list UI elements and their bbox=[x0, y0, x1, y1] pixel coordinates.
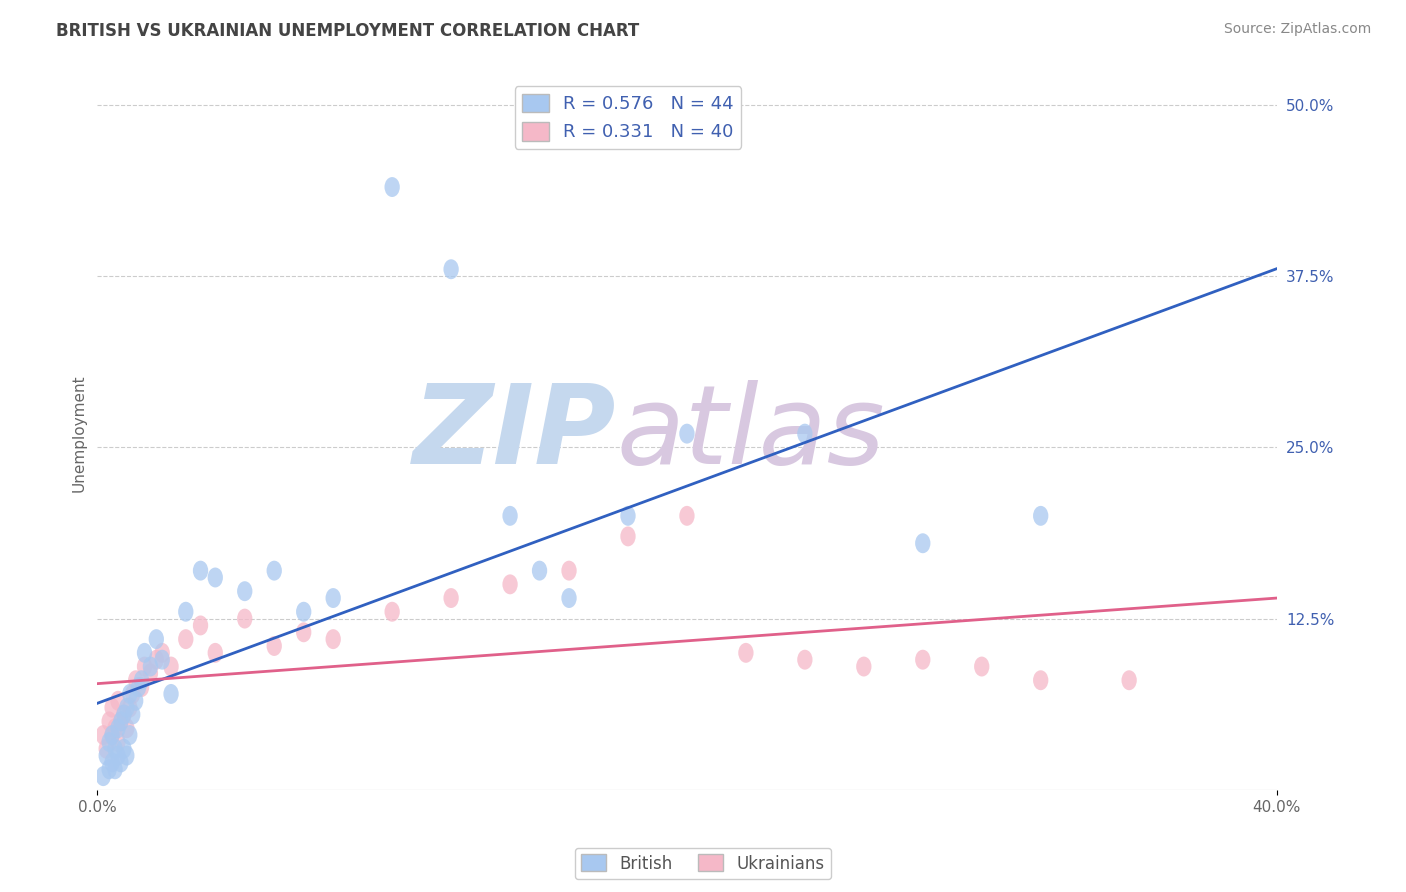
Ellipse shape bbox=[101, 759, 117, 780]
Ellipse shape bbox=[238, 582, 253, 601]
Ellipse shape bbox=[502, 574, 517, 594]
Text: BRITISH VS UKRAINIAN UNEMPLOYMENT CORRELATION CHART: BRITISH VS UKRAINIAN UNEMPLOYMENT CORREL… bbox=[56, 22, 640, 40]
Ellipse shape bbox=[117, 739, 132, 759]
Ellipse shape bbox=[443, 588, 458, 608]
Ellipse shape bbox=[98, 739, 114, 759]
Ellipse shape bbox=[620, 526, 636, 547]
Ellipse shape bbox=[117, 705, 132, 724]
Ellipse shape bbox=[104, 753, 120, 772]
Ellipse shape bbox=[104, 725, 120, 745]
Ellipse shape bbox=[915, 533, 931, 553]
Ellipse shape bbox=[974, 657, 990, 676]
Ellipse shape bbox=[738, 643, 754, 663]
Legend: British, Ukrainians: British, Ukrainians bbox=[575, 847, 831, 880]
Ellipse shape bbox=[110, 732, 125, 752]
Ellipse shape bbox=[561, 561, 576, 581]
Ellipse shape bbox=[143, 664, 157, 683]
Ellipse shape bbox=[384, 178, 399, 197]
Ellipse shape bbox=[125, 684, 141, 704]
Ellipse shape bbox=[149, 629, 165, 649]
Ellipse shape bbox=[797, 649, 813, 670]
Legend: R = 0.576   N = 44, R = 0.331   N = 40: R = 0.576 N = 44, R = 0.331 N = 40 bbox=[515, 87, 741, 149]
Ellipse shape bbox=[155, 643, 170, 663]
Ellipse shape bbox=[915, 649, 931, 670]
Ellipse shape bbox=[856, 657, 872, 676]
Ellipse shape bbox=[163, 657, 179, 676]
Ellipse shape bbox=[531, 561, 547, 581]
Ellipse shape bbox=[114, 753, 128, 772]
Ellipse shape bbox=[114, 711, 128, 731]
Ellipse shape bbox=[107, 759, 122, 780]
Ellipse shape bbox=[128, 670, 143, 690]
Ellipse shape bbox=[125, 705, 141, 724]
Ellipse shape bbox=[110, 746, 125, 765]
Ellipse shape bbox=[101, 732, 117, 752]
Ellipse shape bbox=[143, 657, 157, 676]
Ellipse shape bbox=[1033, 506, 1049, 525]
Ellipse shape bbox=[179, 629, 194, 649]
Ellipse shape bbox=[110, 690, 125, 711]
Ellipse shape bbox=[443, 260, 458, 279]
Ellipse shape bbox=[208, 643, 224, 663]
Ellipse shape bbox=[134, 677, 149, 697]
Ellipse shape bbox=[297, 602, 311, 622]
Ellipse shape bbox=[134, 670, 149, 690]
Ellipse shape bbox=[620, 506, 636, 525]
Ellipse shape bbox=[131, 677, 146, 697]
Ellipse shape bbox=[107, 718, 122, 739]
Ellipse shape bbox=[104, 725, 120, 745]
Ellipse shape bbox=[110, 718, 125, 739]
Ellipse shape bbox=[267, 636, 281, 656]
Ellipse shape bbox=[120, 746, 135, 765]
Ellipse shape bbox=[1033, 670, 1049, 690]
Ellipse shape bbox=[561, 588, 576, 608]
Ellipse shape bbox=[326, 629, 340, 649]
Ellipse shape bbox=[120, 698, 135, 717]
Ellipse shape bbox=[797, 424, 813, 443]
Ellipse shape bbox=[96, 725, 111, 745]
Ellipse shape bbox=[136, 657, 152, 676]
Ellipse shape bbox=[384, 602, 399, 622]
Ellipse shape bbox=[122, 684, 138, 704]
Ellipse shape bbox=[238, 608, 253, 629]
Ellipse shape bbox=[120, 718, 135, 739]
Ellipse shape bbox=[96, 766, 111, 786]
Ellipse shape bbox=[679, 506, 695, 525]
Ellipse shape bbox=[179, 602, 194, 622]
Text: ZIP: ZIP bbox=[413, 380, 616, 487]
Ellipse shape bbox=[107, 739, 122, 759]
Ellipse shape bbox=[163, 684, 179, 704]
Ellipse shape bbox=[208, 567, 224, 588]
Ellipse shape bbox=[155, 649, 170, 670]
Ellipse shape bbox=[1122, 670, 1137, 690]
Ellipse shape bbox=[122, 725, 138, 745]
Ellipse shape bbox=[193, 615, 208, 635]
Ellipse shape bbox=[128, 690, 143, 711]
Ellipse shape bbox=[193, 561, 208, 581]
Ellipse shape bbox=[502, 506, 517, 525]
Text: Source: ZipAtlas.com: Source: ZipAtlas.com bbox=[1223, 22, 1371, 37]
Ellipse shape bbox=[117, 705, 132, 724]
Ellipse shape bbox=[326, 588, 340, 608]
Ellipse shape bbox=[149, 649, 165, 670]
Text: atlas: atlas bbox=[616, 380, 884, 487]
Ellipse shape bbox=[98, 746, 114, 765]
Ellipse shape bbox=[136, 643, 152, 663]
Ellipse shape bbox=[122, 698, 138, 717]
Ellipse shape bbox=[267, 561, 281, 581]
Ellipse shape bbox=[114, 711, 128, 731]
Ellipse shape bbox=[297, 623, 311, 642]
Ellipse shape bbox=[101, 711, 117, 731]
Ellipse shape bbox=[679, 424, 695, 443]
Y-axis label: Unemployment: Unemployment bbox=[72, 375, 86, 492]
Ellipse shape bbox=[104, 698, 120, 717]
